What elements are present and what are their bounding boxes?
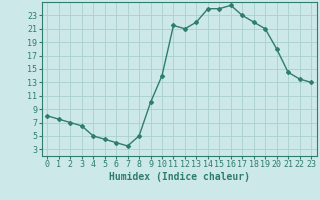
X-axis label: Humidex (Indice chaleur): Humidex (Indice chaleur) xyxy=(109,172,250,182)
